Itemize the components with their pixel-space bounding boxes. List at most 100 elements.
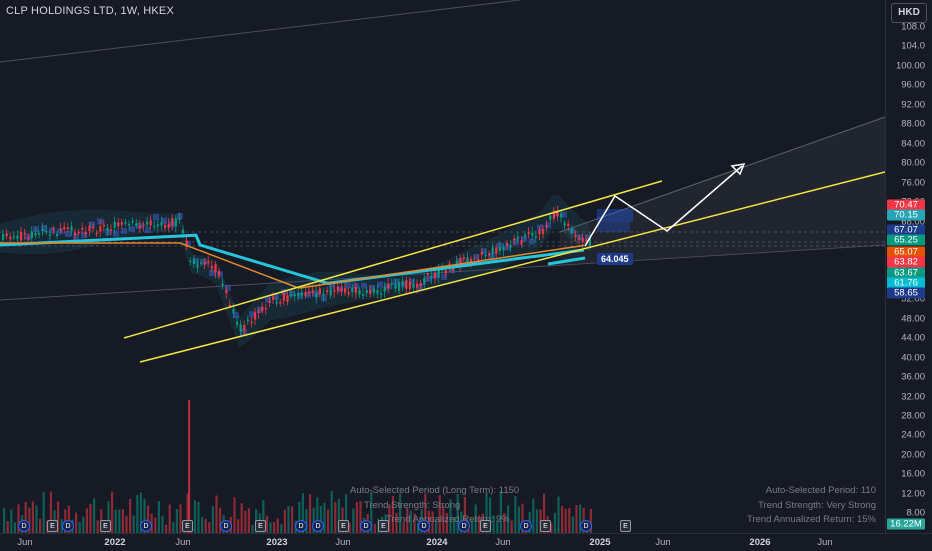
volume-bar: [240, 503, 243, 533]
dividend-marker[interactable]: D: [295, 520, 307, 532]
volume-bar: [514, 496, 517, 533]
forecast-box: [597, 222, 630, 232]
volume-bar: [24, 501, 27, 533]
renko-box: [209, 269, 215, 276]
volume-bar: [355, 501, 358, 533]
candle-body: [513, 238, 516, 241]
dividend-marker[interactable]: D: [312, 520, 324, 532]
dividend-marker[interactable]: D: [458, 520, 470, 532]
candle-body: [20, 231, 23, 241]
candle-body: [322, 293, 325, 296]
candle-body: [509, 245, 512, 248]
dividend-marker[interactable]: D: [62, 520, 74, 532]
candle-body: [218, 271, 221, 275]
currency-button[interactable]: HKD: [891, 3, 927, 23]
earnings-marker[interactable]: E: [47, 520, 58, 532]
dividend-marker[interactable]: D: [18, 520, 30, 532]
earnings-marker[interactable]: E: [100, 520, 111, 532]
candle-body: [232, 308, 235, 314]
dividend-marker[interactable]: D: [520, 520, 532, 532]
candle-body: [362, 294, 365, 296]
midline-value-label: 64.045: [597, 253, 633, 265]
volume-bar: [456, 493, 459, 533]
candle-body: [470, 259, 473, 264]
time-label: Jun: [655, 537, 671, 548]
volume-bar: [237, 519, 240, 533]
volume-bar: [211, 506, 214, 533]
candle-body: [412, 283, 415, 288]
volume-bar: [125, 515, 128, 533]
price-scale[interactable]: HKD 108.0 104.0 100.00 96.00 92.00 88.00 84.00…: [885, 0, 932, 533]
candle-body: [459, 258, 462, 266]
volume-bar: [186, 493, 189, 533]
time-label: 2024: [426, 537, 448, 548]
dividend-marker[interactable]: D: [580, 520, 592, 532]
earnings-marker[interactable]: E: [540, 520, 551, 532]
price-tick: 44.00: [901, 332, 925, 344]
price-chart[interactable]: [0, 0, 885, 533]
dividend-marker[interactable]: D: [360, 520, 372, 532]
price-tag: 58.65: [887, 287, 925, 299]
candle-body: [466, 257, 469, 262]
volume-bar: [373, 523, 376, 533]
candle-body: [192, 258, 195, 264]
volume-bar: [463, 496, 466, 533]
volume-bar: [111, 491, 114, 533]
dividend-marker[interactable]: D: [220, 520, 232, 532]
volume-bar: [435, 520, 438, 533]
volume-bar: [301, 493, 304, 533]
bollinger-band: [0, 194, 589, 348]
volume-bar: [132, 515, 135, 533]
candle-body: [329, 288, 332, 296]
forecast-path: [584, 165, 743, 247]
candle-body: [261, 306, 264, 311]
price-tag: 70.47: [887, 199, 925, 211]
earnings-marker[interactable]: E: [620, 520, 631, 532]
renko-box: [305, 291, 311, 298]
candle-body: [405, 280, 408, 289]
price-tag: 16.22M: [887, 518, 925, 530]
volume-bar: [399, 493, 402, 533]
candle-body: [372, 288, 375, 293]
earnings-marker[interactable]: E: [338, 520, 349, 532]
volume-bar: [507, 505, 510, 533]
symbol-title[interactable]: CLP HOLDINGS LTD, 1W, HKEX: [6, 5, 175, 17]
volume-bar: [478, 515, 481, 533]
volume-bar: [39, 518, 42, 533]
volume-bar: [291, 506, 294, 533]
dividend-marker[interactable]: D: [140, 520, 152, 532]
candle-body: [502, 247, 505, 251]
dividend-marker[interactable]: D: [418, 520, 430, 532]
candle-body: [304, 292, 307, 296]
candle-body: [333, 289, 336, 292]
candle-body: [300, 292, 303, 296]
price-tick: 32.00: [901, 391, 925, 403]
renko-box: [265, 296, 271, 303]
volume-bar: [201, 516, 204, 533]
price-tick: 84.00: [901, 138, 925, 150]
candle-body: [243, 325, 246, 331]
candle-body: [531, 232, 534, 236]
price-tick: 88.00: [901, 118, 925, 130]
volume-bar: [172, 521, 175, 533]
renko-box: [345, 282, 351, 289]
candle-body: [279, 301, 282, 304]
renko-box: [185, 240, 191, 247]
candle-body: [340, 287, 343, 292]
earnings-marker[interactable]: E: [255, 520, 266, 532]
earnings-marker[interactable]: E: [182, 520, 193, 532]
candle-body: [210, 266, 213, 269]
volume-bar: [345, 494, 348, 533]
volume-bar: [359, 501, 362, 533]
volume-bar: [535, 509, 538, 533]
volume-bar: [215, 495, 218, 533]
time-axis[interactable]: Jun 2022 Jun 2023 Jun 2024 Jun 2025 Jun 2026 Jun: [0, 533, 932, 551]
long-term-channel-top: [0, 0, 521, 63]
renko-box: [369, 284, 375, 291]
candle-body: [434, 272, 437, 279]
candle-body: [556, 210, 559, 217]
candle-body: [585, 239, 588, 242]
earnings-marker[interactable]: E: [480, 520, 491, 532]
earnings-marker[interactable]: E: [378, 520, 389, 532]
candle-body: [570, 228, 573, 234]
